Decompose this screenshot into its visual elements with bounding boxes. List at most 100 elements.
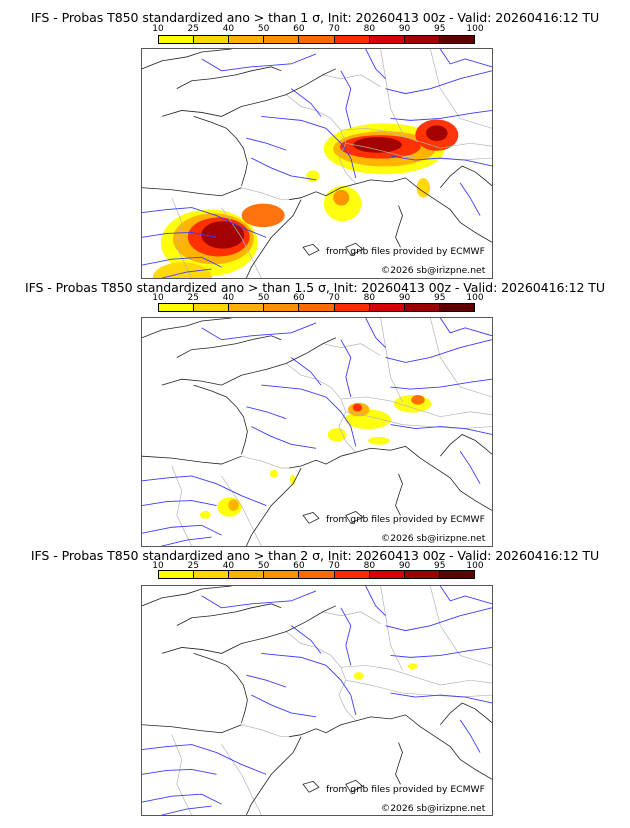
colorbar-tick-label: 40 xyxy=(222,24,235,34)
river-line xyxy=(385,70,492,95)
coastline xyxy=(161,68,337,117)
coastline xyxy=(345,779,364,793)
river-line xyxy=(142,256,222,268)
river-line xyxy=(290,625,322,654)
probability-map: from grib files provided by ECMWF ©2026 … xyxy=(141,317,493,547)
border-line xyxy=(430,49,492,129)
river-line xyxy=(142,207,267,238)
colorbar-tick-label: 95 xyxy=(434,24,446,34)
panel-title: IFS - Probas T850 standardized ano > tha… xyxy=(30,548,600,563)
border-line xyxy=(345,679,492,698)
colorbar xyxy=(158,303,475,312)
coastline xyxy=(193,116,248,186)
colorbar-ticks: 10 25 40 50 60 70 80 90 95 100 xyxy=(152,561,483,572)
colorbar-segment xyxy=(264,304,300,311)
credit-source: from grib files provided by ECMWF xyxy=(326,784,485,795)
river-line xyxy=(459,451,481,485)
coastline xyxy=(302,243,320,256)
river-line xyxy=(261,652,357,715)
colorbar-tick-label: 70 xyxy=(328,24,340,34)
probability-area xyxy=(416,178,431,198)
colorbar-tick-label: 100 xyxy=(466,561,484,571)
probability-area xyxy=(352,403,363,412)
coastline xyxy=(302,511,320,524)
colorbar-tick-label: 50 xyxy=(257,24,270,34)
border-line xyxy=(340,127,492,149)
river-line xyxy=(459,719,481,753)
colorbar-segment xyxy=(159,304,195,311)
river-line xyxy=(161,536,212,546)
probability-field xyxy=(354,663,418,680)
coastline xyxy=(246,467,302,546)
coastline xyxy=(176,603,282,627)
probability-area xyxy=(407,663,418,670)
rivers xyxy=(142,318,492,546)
colorbar-tick-label: 25 xyxy=(187,293,199,303)
colorbar-segment xyxy=(299,304,335,311)
colorbar-tick-label: 80 xyxy=(363,293,376,303)
colorbar-segment xyxy=(229,304,265,311)
credit-copyright: ©2026 sb@irizpne.net xyxy=(381,803,486,814)
river-line xyxy=(161,805,212,815)
colorbar-tick-label: 50 xyxy=(257,561,270,571)
colorbar-tick-label: 10 xyxy=(152,24,164,34)
river-line xyxy=(390,110,492,121)
river-line xyxy=(246,406,287,420)
river-line xyxy=(201,590,317,609)
river-line xyxy=(439,586,492,605)
coastline xyxy=(142,455,242,465)
colorbar-tick-label: 100 xyxy=(466,24,484,34)
river-line xyxy=(251,694,317,718)
colorbar-tick-label: 10 xyxy=(152,293,164,303)
colorbar-segment xyxy=(369,571,405,578)
river-line xyxy=(201,322,317,341)
river-line xyxy=(246,674,287,688)
credit-copyright: ©2026 sb@irizpne.net xyxy=(381,265,486,276)
colorbar-segment xyxy=(229,36,265,43)
coastline xyxy=(193,384,248,455)
probability-area xyxy=(228,499,239,511)
river-line xyxy=(340,339,352,398)
river-line xyxy=(201,53,317,72)
colorbar-segment xyxy=(404,36,440,43)
coastline xyxy=(302,780,320,793)
coastline xyxy=(289,714,492,780)
coastline xyxy=(439,702,492,726)
colorbar xyxy=(158,570,475,579)
border-line xyxy=(241,455,290,469)
coastlines xyxy=(142,49,492,278)
probability-area xyxy=(411,394,425,405)
colorbar-segment xyxy=(159,571,195,578)
map-svg xyxy=(142,49,492,278)
coastline xyxy=(142,586,232,607)
coastline xyxy=(161,337,337,386)
colorbar-segment xyxy=(299,36,335,43)
river-line xyxy=(390,378,492,390)
colorbar-segment xyxy=(369,36,405,43)
colorbar-segment xyxy=(194,571,230,578)
river-line xyxy=(390,424,492,435)
border-line xyxy=(171,734,193,815)
colorbar-tick-label: 60 xyxy=(293,24,305,34)
river-line xyxy=(261,384,357,447)
coastline xyxy=(439,165,492,189)
river-line xyxy=(385,607,492,632)
border-line xyxy=(221,744,262,815)
colorbar-tick-label: 80 xyxy=(363,24,376,34)
probability-area xyxy=(199,510,211,519)
border-line xyxy=(322,343,381,356)
probability-area xyxy=(353,137,402,153)
colorbar-tick-label: 10 xyxy=(152,561,164,571)
border-line xyxy=(430,318,492,398)
river-line xyxy=(365,318,386,348)
border-line xyxy=(241,187,290,201)
colorbar-tick-label: 90 xyxy=(398,561,411,571)
colorbar-tick-label: 70 xyxy=(328,293,340,303)
coastline xyxy=(395,473,403,516)
border-line xyxy=(380,586,403,671)
river-line xyxy=(261,115,357,178)
river-line xyxy=(246,137,287,151)
credit-source: from grib files provided by ECMWF xyxy=(326,246,485,257)
colorbar-tick-label: 80 xyxy=(363,561,376,571)
